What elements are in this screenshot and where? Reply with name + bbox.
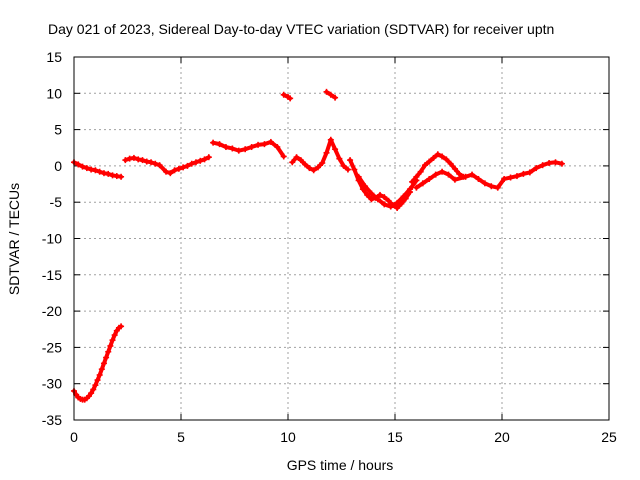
y-tick-label: -10 [42, 231, 62, 247]
y-tick-labels: 15 10 5 0 -5 -10 -15 -20 -25 -30 -35 [42, 49, 62, 428]
y-axis-label: SDTVAR / TECUs [6, 183, 22, 295]
y-tick-label: 0 [54, 158, 62, 174]
data-point [205, 154, 212, 161]
y-tick-label: 10 [46, 85, 62, 101]
x-tick-label: 10 [280, 429, 296, 445]
x-tick-label: 25 [601, 429, 617, 445]
x-tick-label: 20 [494, 429, 510, 445]
data-point [118, 173, 125, 180]
data-points [71, 88, 565, 403]
x-tick-label: 15 [387, 429, 403, 445]
y-tick-label: -25 [42, 339, 62, 355]
data-point [344, 166, 351, 173]
data-point [118, 323, 125, 330]
chart-title: Day 021 of 2023, Sidereal Day-to-day VTE… [48, 21, 554, 37]
y-tick-label: -30 [42, 376, 62, 392]
y-tick-label: -20 [42, 303, 62, 319]
x-tick-label: 5 [177, 429, 185, 445]
data-point [287, 95, 294, 102]
data-point [280, 153, 287, 160]
x-tick-label: 0 [70, 429, 78, 445]
data-point [558, 160, 565, 167]
y-tick-label: -5 [50, 194, 63, 210]
data-point [274, 144, 286, 159]
x-tick-labels: 0 5 10 15 20 25 [70, 429, 617, 445]
y-tick-label: -35 [42, 412, 62, 428]
y-tick-label: -15 [42, 267, 62, 283]
y-tick-label: 15 [46, 49, 62, 65]
data-point [332, 94, 339, 101]
x-axis-label: GPS time / hours [287, 457, 394, 473]
plot-frame [73, 56, 610, 421]
y-tick-label: 5 [54, 122, 62, 138]
grid-lines [74, 57, 609, 420]
